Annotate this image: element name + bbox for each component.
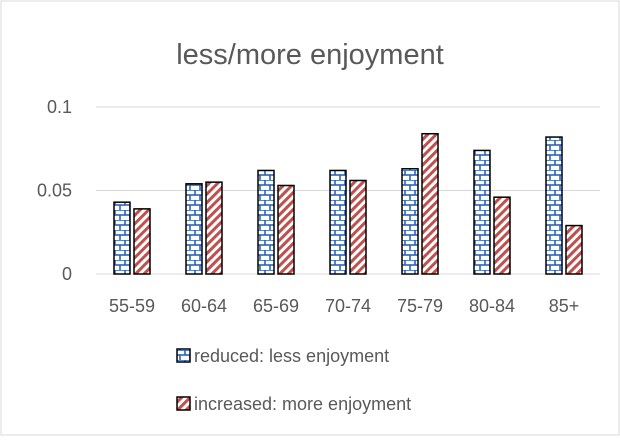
y-axis-ticks: 0 0.05 0.1 (37, 97, 72, 284)
bar-reduced (329, 169, 347, 275)
bar-increased (349, 179, 367, 275)
bar-increased (565, 224, 583, 275)
bars (113, 132, 583, 275)
bar-increased (277, 184, 295, 275)
legend-swatch-increased (176, 396, 191, 411)
y-tick-label: 0.1 (47, 97, 72, 117)
x-tick-label: 80-84 (469, 296, 515, 316)
x-tick-label: 60-64 (181, 296, 227, 316)
bar-increased (205, 181, 223, 275)
bar-reduced (545, 136, 563, 275)
bar-increased (421, 132, 439, 275)
bar-reduced (473, 149, 491, 275)
gridlines (96, 106, 600, 275)
x-axis-ticks: 55-59 60-64 65-69 70-74 75-79 80-84 85+ (109, 296, 579, 316)
x-tick-label: 65-69 (253, 296, 299, 316)
x-tick-label: 70-74 (325, 296, 371, 316)
chart-title: less/more enjoyment (176, 39, 444, 71)
x-tick-label: 75-79 (397, 296, 443, 316)
legend-item-increased: increased: more enjoyment (176, 394, 411, 414)
legend-item-reduced: reduced: less enjoyment (176, 346, 389, 366)
y-tick-label: 0.05 (37, 181, 72, 201)
bar-reduced (257, 169, 275, 275)
x-tick-label: 55-59 (109, 296, 155, 316)
bar-reduced (401, 168, 419, 275)
x-tick-label: 85+ (549, 296, 580, 316)
bar-reduced (113, 201, 131, 275)
bar-increased (133, 208, 151, 275)
legend-label-increased: increased: more enjoyment (194, 394, 411, 414)
bar-reduced (185, 183, 203, 275)
legend-swatch-reduced (176, 348, 191, 363)
legend-label-reduced: reduced: less enjoyment (194, 346, 389, 366)
bar-increased (493, 196, 511, 275)
legend: reduced: less enjoyment increased: more … (176, 346, 411, 414)
y-tick-label: 0 (62, 264, 72, 284)
